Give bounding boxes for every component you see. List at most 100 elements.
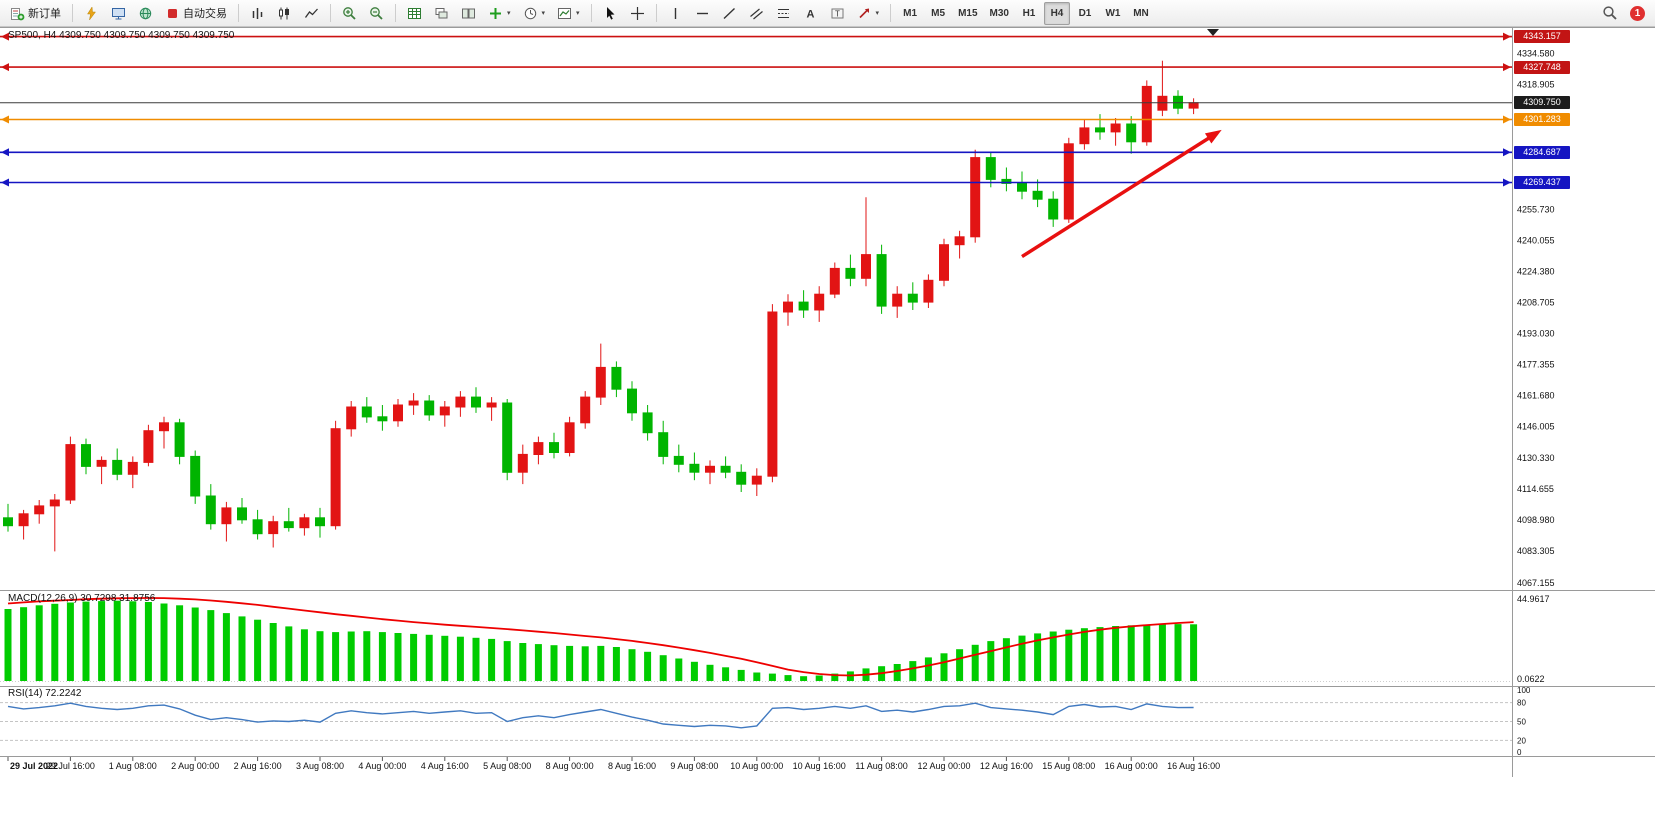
price-badge[interactable]: 4327.748: [1514, 60, 1570, 74]
toolbar-right-group: 1: [1596, 2, 1651, 25]
plus-icon: [490, 7, 501, 19]
rsi-axis-label: 20: [1517, 736, 1526, 745]
price-badge[interactable]: 4343.157: [1514, 30, 1570, 44]
lightning-icon: [87, 5, 96, 20]
candlestick-icon: [279, 7, 289, 19]
channel-button[interactable]: [744, 2, 769, 25]
macd-axis-max: 44.9617: [1517, 594, 1550, 604]
metaeditor-button[interactable]: [79, 2, 104, 25]
cursor-icon: [606, 6, 615, 20]
equidistant-channel-icon: [749, 8, 763, 19]
time-axis-label: 10 Aug 00:00: [730, 761, 783, 771]
vertical-line-button[interactable]: [663, 2, 688, 25]
trendline-button[interactable]: [717, 2, 742, 25]
period-button[interactable]: ▾: [518, 2, 551, 25]
crosshair-button[interactable]: [625, 2, 650, 25]
fibonacci-icon: [777, 8, 789, 18]
time-axis-label: 16 Aug 16:00: [1167, 761, 1220, 771]
time-axis-label: 16 Aug 00:00: [1105, 761, 1158, 771]
tile-vertical-button[interactable]: [456, 2, 481, 25]
price-badge[interactable]: 4309.750: [1514, 96, 1570, 110]
toolbar-separator: [238, 4, 239, 22]
cursor-button[interactable]: [598, 2, 623, 25]
chevron-down-icon: ▾: [875, 10, 880, 17]
trendline-icon: [723, 7, 735, 19]
svg-text:A: A: [806, 8, 814, 20]
new-order-icon: [11, 7, 25, 20]
scroll-to-end-marker[interactable]: [1207, 29, 1219, 36]
text-button[interactable]: A: [798, 2, 823, 25]
line-chart-button[interactable]: [299, 2, 324, 25]
horizontal-line-button[interactable]: [690, 2, 715, 25]
time-axis-label: 4 Aug 00:00: [358, 761, 406, 771]
time-axis-label: 15 Aug 08:00: [1042, 761, 1095, 771]
timeframe-button-m1[interactable]: M1: [903, 7, 918, 19]
toolbar: 新订单 自动交易: [0, 0, 1655, 27]
fibonacci-button[interactable]: [771, 2, 796, 25]
bar-chart-button[interactable]: [245, 2, 270, 25]
text-icon: A: [806, 8, 814, 20]
time-axis-label: 12 Aug 00:00: [917, 761, 970, 771]
price-badge[interactable]: 4284.687: [1514, 145, 1570, 159]
cascade-windows-button[interactable]: [429, 2, 454, 25]
timeframe-button-m30[interactable]: M30: [989, 7, 1009, 19]
add-indicator-button[interactable]: ▾: [483, 2, 516, 25]
arrows-button[interactable]: ▾: [852, 2, 885, 25]
rsi-axis-label: 50: [1517, 718, 1526, 727]
time-axis-label: 11 Aug 08:00: [855, 761, 907, 771]
cascade-windows-icon: [435, 7, 448, 18]
candlestick-chart-button[interactable]: [272, 2, 297, 25]
zoom-out-button[interactable]: [364, 2, 389, 25]
template-button[interactable]: ▾: [552, 2, 585, 25]
price-axis-label: 4067.155: [1517, 578, 1555, 588]
timeframe-button-h4[interactable]: H4: [1043, 1, 1070, 25]
notification-badge[interactable]: 1: [1630, 5, 1645, 21]
grid-icon: [408, 7, 421, 19]
price-axis-label: 4318.905: [1517, 80, 1555, 90]
arrow-object-icon: [858, 8, 869, 18]
rsi-axis-label: 80: [1517, 699, 1526, 708]
toolbar-separator: [890, 4, 892, 22]
trend-arrow-annotation[interactable]: [1021, 129, 1222, 259]
search-button[interactable]: [1597, 2, 1623, 25]
crosshair-icon: [630, 6, 644, 20]
price-axis-label: 4224.380: [1517, 267, 1555, 277]
timeframe-button-mn[interactable]: MN: [1133, 7, 1149, 19]
time-axis-label: 8 Aug 16:00: [608, 761, 656, 771]
price-axis-label: 4161.680: [1517, 391, 1555, 401]
price-axis-label: 4114.655: [1517, 484, 1554, 494]
search-icon: [1603, 6, 1617, 20]
timeframe-button-m15[interactable]: M15: [958, 7, 978, 19]
line-chart-icon: [304, 8, 318, 18]
community-button[interactable]: [133, 2, 158, 25]
tile-windows-button[interactable]: [402, 2, 427, 25]
horizontal-price-lines[interactable]: [0, 32, 1512, 187]
time-axis-label: 2 Aug 16:00: [234, 761, 282, 771]
rsi-indicator: 100 80 50 20 0: [0, 686, 1531, 757]
rsi-axis-label: 100: [1517, 686, 1531, 695]
timeframe-button-d1[interactable]: D1: [1078, 7, 1092, 19]
zoom-in-icon: [343, 6, 356, 20]
zoom-in-button[interactable]: [337, 2, 362, 25]
timeframe-button-h1[interactable]: H1: [1022, 7, 1036, 19]
label-button[interactable]: T: [825, 2, 850, 25]
price-axis-label: 4177.355: [1517, 360, 1555, 370]
symbol-ohlc-label: SP500, H4 4309.750 4309.750 4309.750 430…: [8, 30, 235, 41]
macd-label: MACD(12,26,9) 30.7298 31.8756: [8, 593, 156, 604]
time-axis-label: 5 Aug 08:00: [483, 761, 531, 771]
price-axis-label: 4098.980: [1517, 515, 1555, 525]
market-watch-button[interactable]: [106, 2, 131, 25]
timeframe-button-w1[interactable]: W1: [1105, 7, 1121, 19]
price-axis-label: 4208.705: [1517, 298, 1555, 308]
time-axis-label: 10 Aug 16:00: [793, 761, 846, 771]
label-frame-icon: T: [831, 8, 844, 18]
time-axis-label: 12 Aug 16:00: [980, 761, 1033, 771]
price-badge[interactable]: 4301.283: [1514, 112, 1570, 126]
new-order-button[interactable]: 新订单: [5, 2, 66, 25]
toolbar-separator: [590, 4, 592, 22]
algo-trading-button[interactable]: 自动交易: [160, 2, 232, 25]
timeframe-button-m5[interactable]: M5: [931, 7, 946, 19]
price-badge[interactable]: 4269.437: [1514, 175, 1570, 189]
